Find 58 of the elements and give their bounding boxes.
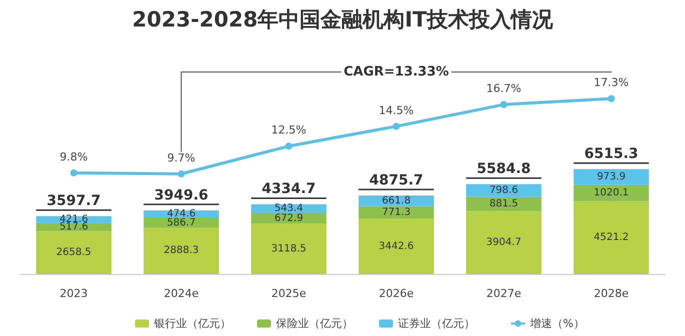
total-label: 5584.8 xyxy=(476,161,531,178)
data-label: 12.5% xyxy=(271,124,306,137)
x-tick-label: 2024e xyxy=(164,287,199,300)
bar xyxy=(466,211,542,274)
data-label: 672.9 xyxy=(274,212,304,224)
point xyxy=(392,122,400,130)
total-label: 6515.3 xyxy=(584,146,638,162)
data-label: 973.9 xyxy=(596,171,626,182)
data-label: 9.8% xyxy=(60,150,88,164)
bar xyxy=(358,218,434,274)
data-label: 17.3% xyxy=(594,76,629,90)
point xyxy=(70,169,78,176)
bar xyxy=(466,184,542,197)
legend-label: 银行业（亿元） xyxy=(153,317,231,330)
chart-title: 2023-2028年中国金融机构IT技术投入情况 xyxy=(132,8,554,32)
bar xyxy=(466,196,542,212)
bar xyxy=(251,224,326,274)
total-label: 4334.7 xyxy=(262,181,316,198)
total-label: 3597.7 xyxy=(46,193,101,210)
data-label: 586.7 xyxy=(166,217,196,228)
data-label: 3118.5 xyxy=(271,243,306,254)
point xyxy=(285,142,292,150)
data-label: 3442.6 xyxy=(378,240,414,252)
data-label: 661.8 xyxy=(382,195,411,206)
data-label: 2658.5 xyxy=(56,247,92,258)
data-label: 3904.7 xyxy=(486,237,522,248)
point xyxy=(500,101,508,108)
data-label: 9.7% xyxy=(167,151,196,164)
data-label: 798.6 xyxy=(489,185,518,196)
data-label: 543.4 xyxy=(274,203,304,214)
data-label: 4521.2 xyxy=(594,232,629,244)
bar xyxy=(251,204,326,213)
x-tick-label: 2027e xyxy=(486,287,522,300)
data-label: 14.5% xyxy=(378,104,414,117)
data-label: 2888.3 xyxy=(164,245,199,256)
bar xyxy=(358,206,434,219)
text: CAGR=13.33% xyxy=(344,64,449,80)
x-tick-label: 2026e xyxy=(378,287,414,300)
x-tick-label: 2028e xyxy=(594,287,629,300)
legend-label: 保险业（亿元） xyxy=(276,317,353,330)
data-label: 517.6 xyxy=(59,222,88,233)
bar xyxy=(251,212,326,224)
x-tick-label: 2025e xyxy=(271,287,306,300)
bar xyxy=(574,169,649,185)
point xyxy=(608,95,615,102)
bar xyxy=(574,201,649,274)
legend-label: 证券业（亿元） xyxy=(398,317,475,330)
point xyxy=(178,170,185,178)
data-label: 1020.1 xyxy=(594,187,629,198)
data-label: 771.3 xyxy=(382,206,411,218)
legend-label: 增速（%） xyxy=(529,317,584,330)
data-label: 16.7% xyxy=(486,82,522,96)
bar xyxy=(144,227,219,274)
total-label: 3949.6 xyxy=(154,187,208,204)
total-label: 4875.7 xyxy=(369,172,424,188)
x-tick-label: 2023 xyxy=(60,287,88,300)
data-label: 881.5 xyxy=(489,198,518,210)
bar xyxy=(36,231,112,274)
